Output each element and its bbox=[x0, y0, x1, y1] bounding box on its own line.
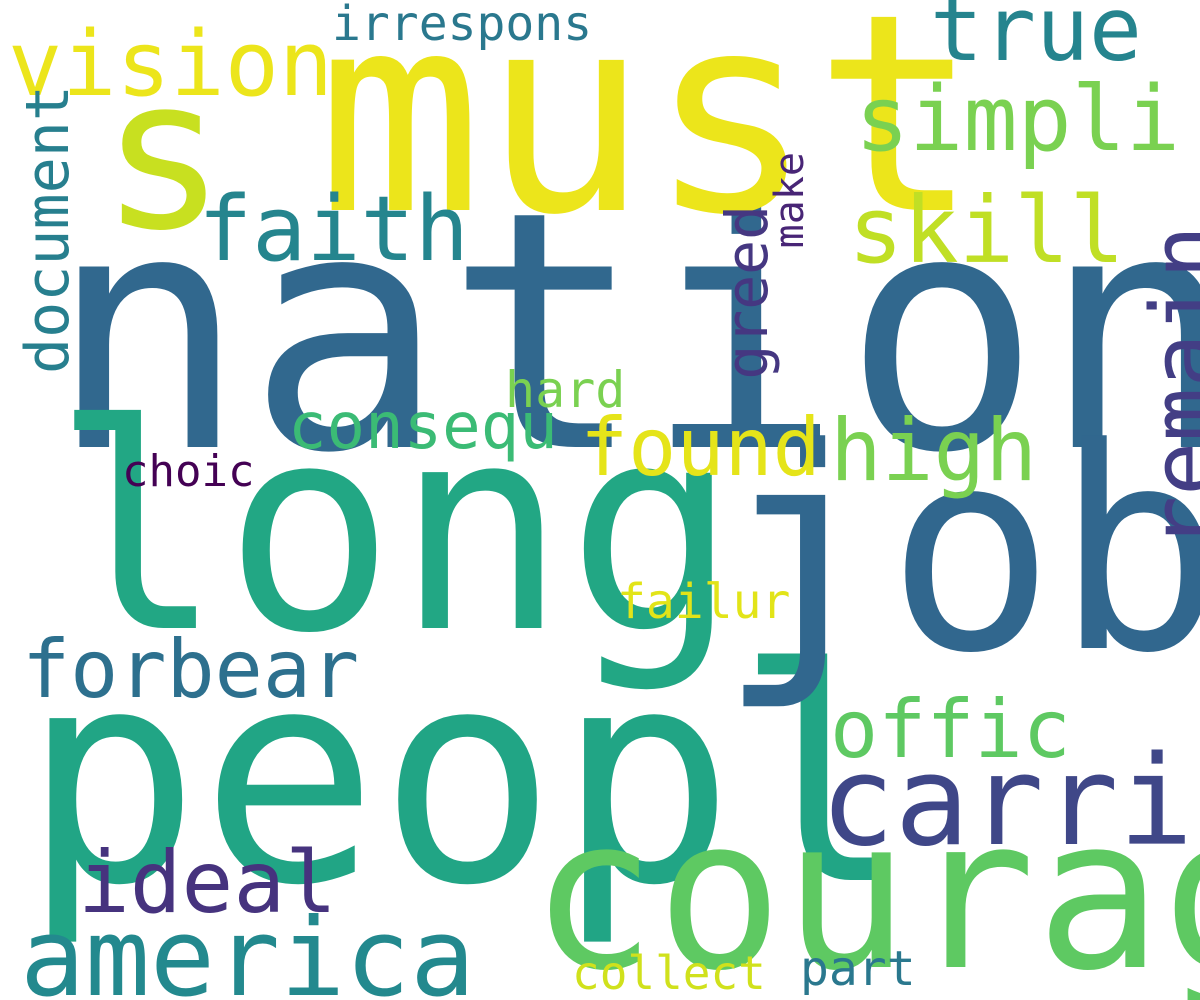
word-long: long bbox=[52, 364, 739, 696]
word-peopl: peopl bbox=[22, 605, 914, 950]
word-irrespons: irrespons bbox=[332, 0, 593, 52]
word-remain: remain bbox=[1132, 225, 1200, 551]
word-simpli: simpli bbox=[855, 67, 1181, 172]
word-hard: hard bbox=[505, 361, 626, 419]
word-make: make bbox=[767, 152, 813, 249]
word-consequ: consequ bbox=[288, 390, 558, 464]
word-skill: skill bbox=[848, 177, 1125, 284]
word-part: part bbox=[800, 941, 916, 997]
word-collect: collect bbox=[572, 946, 766, 1000]
word-forbear: forbear bbox=[22, 623, 360, 716]
word-vision: vision bbox=[8, 12, 334, 117]
word-must: must bbox=[317, 0, 980, 275]
word-failur: failur bbox=[617, 574, 791, 630]
word-found: found bbox=[580, 401, 821, 494]
word-true: true bbox=[930, 0, 1142, 81]
word-s: s bbox=[100, 32, 227, 277]
word-high: high bbox=[830, 401, 1038, 501]
word-job: job bbox=[718, 389, 1200, 715]
word-offic: offic bbox=[830, 683, 1071, 776]
word-nation: nation bbox=[48, 141, 1200, 525]
word-carri: carri bbox=[820, 730, 1194, 874]
word-faith: faith bbox=[198, 177, 469, 282]
word-ideal: ideal bbox=[78, 833, 337, 933]
word-courag: courag bbox=[530, 772, 1200, 1000]
word-choic: choic bbox=[122, 446, 255, 497]
word-document: document bbox=[13, 85, 83, 374]
word-america: america bbox=[20, 896, 476, 1000]
